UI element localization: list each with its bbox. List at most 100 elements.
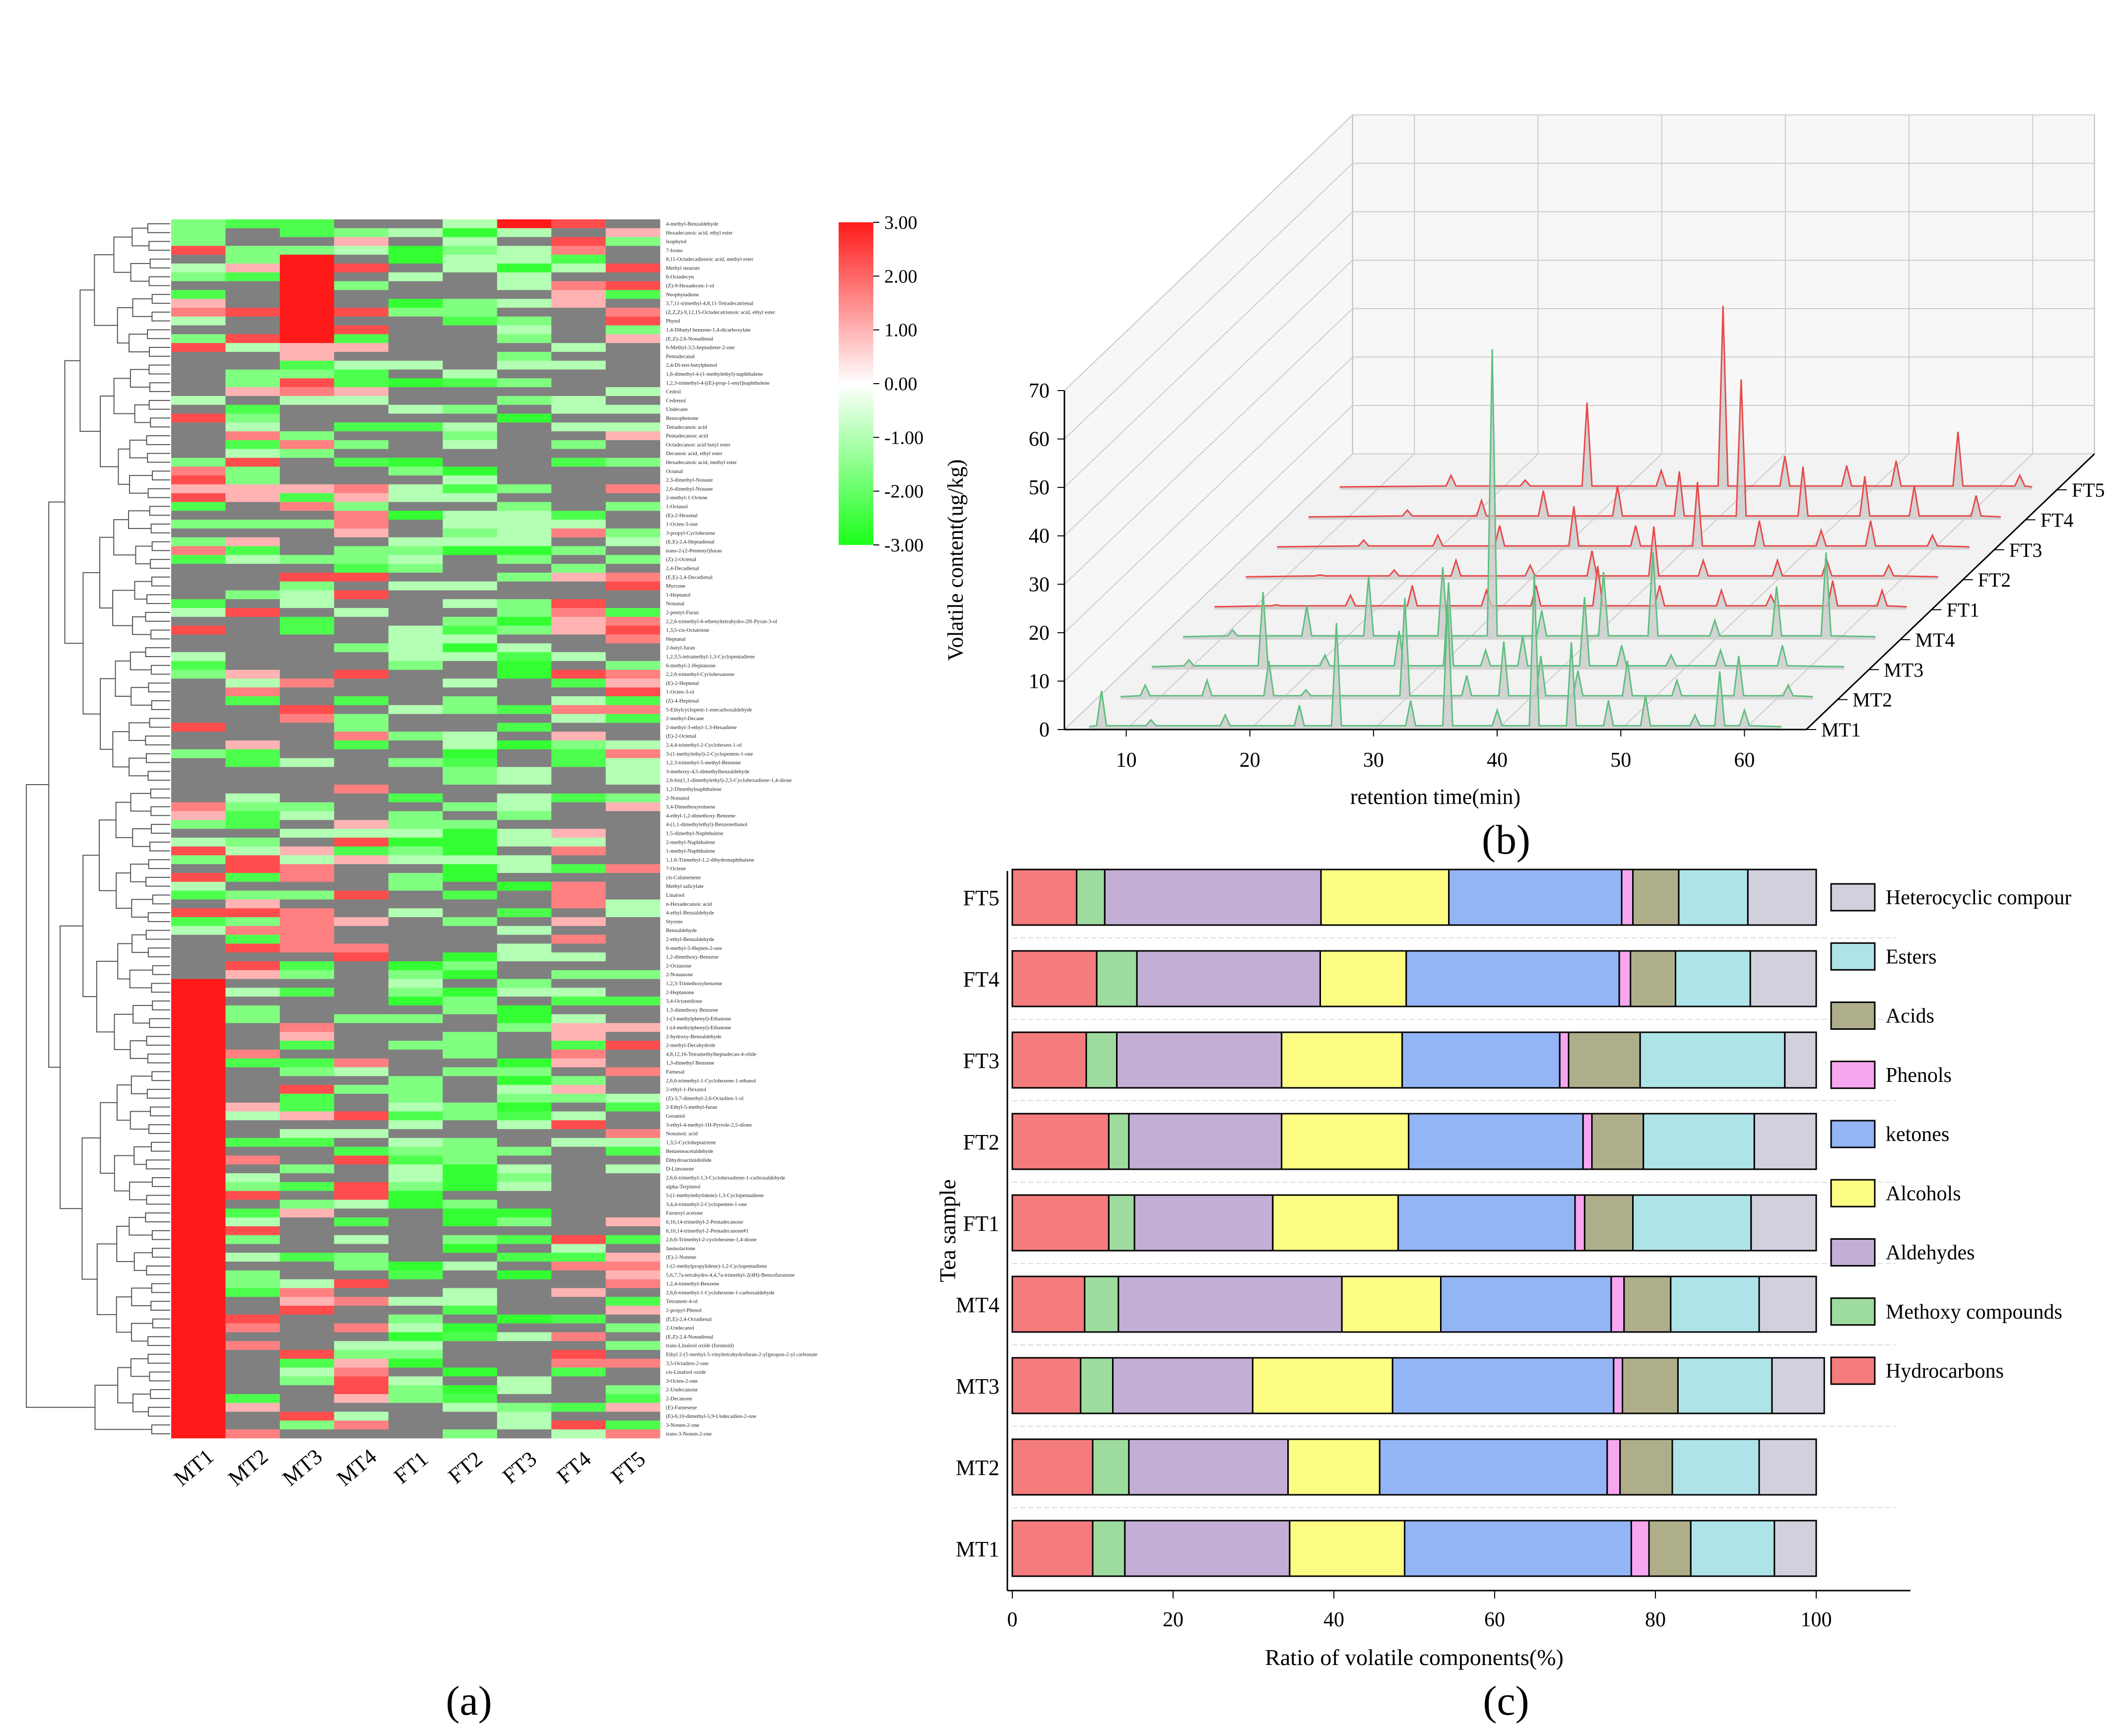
- heatmap-cell: [388, 952, 443, 962]
- heatmap-cell: [551, 1067, 606, 1076]
- heatmap-cell: [443, 961, 498, 971]
- heatmap-cell: [225, 1306, 280, 1315]
- heatmap-cell: [171, 1429, 226, 1439]
- heatmap-cell: [443, 758, 498, 767]
- stacked-bar-segment: [1630, 950, 1677, 1007]
- heatmap-cell: [605, 1314, 660, 1324]
- heatmap-cell: [279, 290, 334, 299]
- heatmap-cell: [443, 1376, 498, 1386]
- heatmap-cell: [551, 652, 606, 662]
- heatmap-cell: [443, 387, 498, 397]
- waterfall-x-tick-label: 30: [1363, 749, 1384, 772]
- stacked-bar-segment: [1272, 1194, 1399, 1252]
- heatmap-cell: [171, 555, 226, 564]
- waterfall-series-label: MT4: [1915, 629, 1955, 651]
- heatmap-cell: [388, 272, 443, 281]
- heatmap-cell: [605, 1049, 660, 1059]
- heatmap-cell: [279, 1085, 334, 1094]
- heatmap-cell: [551, 1111, 606, 1121]
- heatmap-cell: [605, 343, 660, 352]
- heatmap-cell: [171, 334, 226, 343]
- heatmap-cell: [225, 926, 280, 935]
- heatmap-cell: [605, 360, 660, 370]
- heatmap-column-label: MT1: [169, 1444, 218, 1491]
- heatmap-cell: [279, 1253, 334, 1262]
- heatmap-cell: [605, 387, 660, 397]
- heatmap-cell: [551, 1420, 606, 1430]
- heatmap-cell: [388, 1402, 443, 1412]
- heatmap-row-label: 1-(2-methylpropylidene)-1,2-Cyclopentadi…: [666, 1264, 767, 1269]
- heatmap-cell: [225, 1129, 280, 1138]
- heatmap-cell: [279, 546, 334, 555]
- heatmap-cell: [279, 926, 334, 935]
- heatmap-cell: [388, 855, 443, 865]
- heatmap-cell: [605, 608, 660, 617]
- heatmap-cell: [388, 1411, 443, 1421]
- heatmap-cell: [605, 643, 660, 653]
- heatmap-cell: [334, 1173, 389, 1183]
- heatmap-cell: [334, 1341, 389, 1350]
- legend-label: Alcohols: [1886, 1182, 1961, 1205]
- heatmap-cell: [605, 422, 660, 432]
- heatmap-cell: [171, 520, 226, 529]
- heatmap-cell: [279, 820, 334, 829]
- stacked-bar-segment: [1568, 1031, 1641, 1089]
- heatmap-row-label: Tetrametr-4-ol: [666, 1299, 698, 1305]
- heatmap-cell: [388, 378, 443, 388]
- heatmap-cell: [551, 661, 606, 670]
- heatmap-cell: [388, 581, 443, 591]
- heatmap-cell: [551, 255, 606, 264]
- heatmap-cell: [388, 502, 443, 511]
- heatmap-cell: [334, 1244, 389, 1253]
- dendrogram-branch: [149, 718, 170, 728]
- dendrogram-branch: [151, 1230, 170, 1240]
- heatmap-cell: [497, 246, 552, 255]
- heatmap-cell: [605, 255, 660, 264]
- heatmap-cell: [605, 1411, 660, 1421]
- heatmap-cell: [551, 396, 606, 405]
- heatmap-cell: [171, 316, 226, 326]
- heatmap-cell: [279, 360, 334, 370]
- heatmap-cell: [551, 484, 606, 493]
- heatmap-cell: [279, 793, 334, 802]
- heatmap-row-label: (E,E)-2,4-Decadienal: [666, 574, 713, 580]
- heatmap-dendrogram: [26, 223, 170, 1435]
- heatmap-cell: [279, 837, 334, 847]
- dendrogram-branch: [147, 329, 170, 339]
- heatmap-cell: [388, 758, 443, 767]
- heatmap-cell: [279, 272, 334, 281]
- heatmap-cell: [279, 1146, 334, 1156]
- heatmap-cell: [551, 1411, 606, 1421]
- heatmap-cell: [171, 1200, 226, 1209]
- heatmap-cell: [279, 299, 334, 308]
- heatmap-column-label: MT3: [278, 1444, 327, 1491]
- heatmap-cell: [388, 520, 443, 529]
- heatmap-cell: [279, 687, 334, 697]
- heatmap-cell: [171, 917, 226, 927]
- heatmap-cell: [225, 590, 280, 600]
- heatmap-cell: [605, 1111, 660, 1121]
- heatmap-cell: [388, 1279, 443, 1288]
- heatmap-cell: [551, 767, 606, 776]
- dendrogram-branch: [131, 687, 152, 706]
- heatmap-cell: [497, 1093, 552, 1103]
- heatmap-cell: [497, 943, 552, 953]
- heatmap-cell: [279, 1306, 334, 1315]
- heatmap-cell: [497, 1111, 552, 1121]
- heatmap-cell: [605, 1226, 660, 1235]
- heatmap-cell: [551, 449, 606, 458]
- heatmap-cell: [388, 369, 443, 379]
- heatmap-cell: [171, 1288, 226, 1297]
- heatmap-cell: [279, 1217, 334, 1227]
- dendrogram-branch: [133, 1252, 153, 1271]
- heatmap-cell: [334, 1314, 389, 1324]
- heatmap-cell: [334, 378, 389, 388]
- heatmap-cell: [605, 908, 660, 918]
- heatmap-cell: [334, 917, 389, 927]
- heatmap-cell: [497, 467, 552, 476]
- heatmap-cell: [171, 1164, 226, 1174]
- stacked-bar-segment: [1320, 868, 1450, 926]
- heatmap-cell: [551, 732, 606, 741]
